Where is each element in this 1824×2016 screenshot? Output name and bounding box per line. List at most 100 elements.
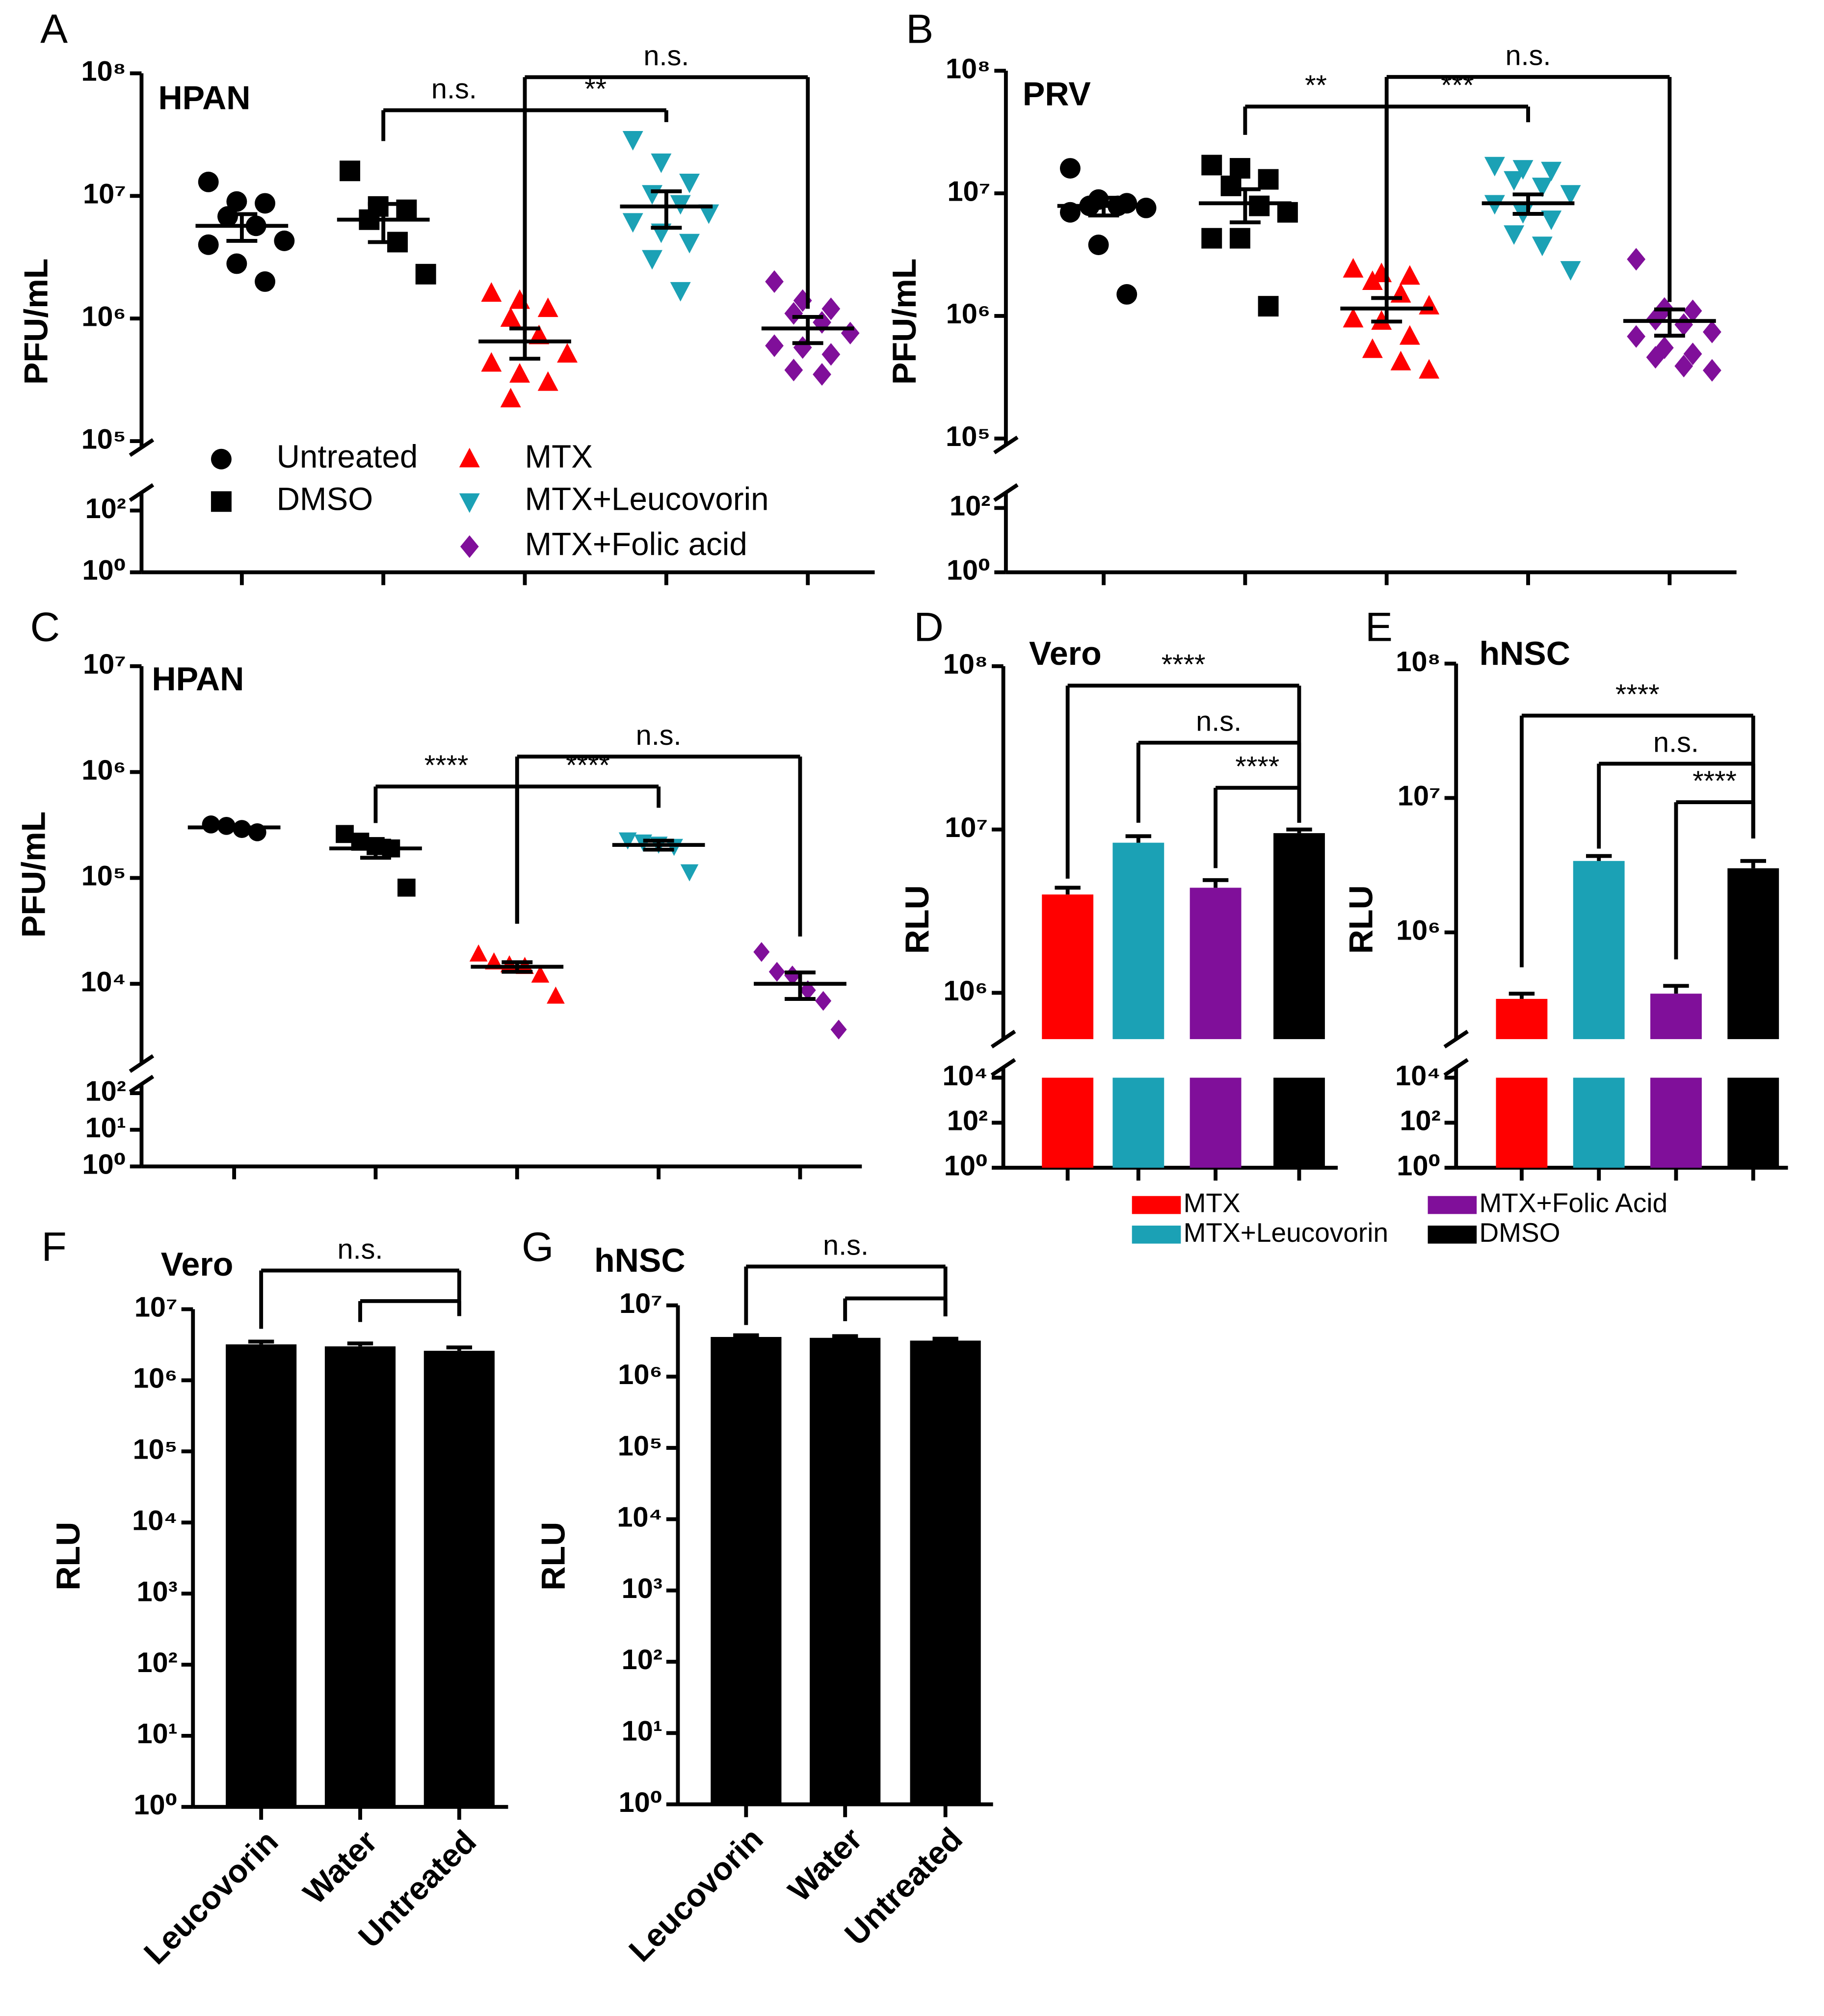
error-bar [1654, 307, 1685, 338]
marker [680, 864, 699, 882]
bar [1573, 861, 1625, 1039]
legend-swatch [1427, 1196, 1477, 1214]
marker [481, 352, 502, 372]
marker [1390, 351, 1411, 370]
marker [198, 171, 219, 192]
axis-break [129, 1074, 155, 1094]
error-bar [509, 326, 540, 361]
y-axis-label: RLU [899, 885, 936, 954]
bar [1573, 1077, 1625, 1168]
marker [1484, 157, 1505, 177]
marker [1258, 296, 1279, 317]
y-axis-label: RLU [50, 1522, 87, 1591]
marker [274, 230, 295, 251]
y-axis-label: RLU [1343, 885, 1380, 954]
marker [226, 253, 247, 274]
marker [1674, 313, 1693, 336]
y-axis-label: PFU/mL [15, 812, 52, 938]
marker [557, 343, 578, 363]
marker [340, 160, 361, 182]
bar [324, 1346, 396, 1807]
error-bar [733, 1333, 759, 1337]
marker [531, 965, 550, 983]
marker [226, 191, 247, 212]
y-tick-label: 10⁶ [81, 301, 126, 332]
panel-letter: E [1365, 604, 1393, 650]
bar [910, 1340, 981, 1805]
marker [698, 204, 719, 224]
marker [211, 491, 232, 512]
legend-swatch [1132, 1196, 1181, 1214]
bar [1273, 833, 1325, 1039]
y-tick-label: 10⁰ [82, 555, 126, 586]
marker [1277, 202, 1298, 223]
marker [622, 131, 643, 151]
x-tick-label: Water [781, 1821, 869, 1909]
y-tick-label: 10⁵ [946, 421, 990, 452]
marker [1229, 228, 1250, 249]
significance-label: **** [1692, 765, 1737, 797]
panel-letter: D [914, 604, 944, 650]
significance-label: n.s. [1653, 727, 1699, 758]
marker [679, 174, 700, 193]
marker [415, 263, 436, 285]
marker [1362, 338, 1383, 358]
marker [537, 297, 558, 317]
error-bar [502, 960, 533, 974]
marker [500, 388, 521, 408]
marker [784, 302, 803, 325]
marker [1674, 355, 1693, 378]
significance-label: *** [1441, 70, 1474, 101]
y-tick-label: 10¹ [85, 1112, 126, 1144]
marker [1646, 346, 1665, 369]
axis-break [129, 483, 155, 502]
significance-label: **** [1615, 679, 1660, 710]
marker [1683, 342, 1702, 366]
significance-label: **** [1235, 751, 1279, 783]
error-bar [1508, 992, 1535, 999]
marker [841, 321, 860, 345]
y-tick-label: 10¹ [622, 1715, 662, 1747]
error-bar [226, 212, 258, 243]
marker [1201, 155, 1222, 176]
y-tick-label: 10³ [136, 1576, 177, 1607]
marker [1362, 270, 1383, 290]
chart-title: hNSC [1479, 635, 1570, 672]
legend-label: MTX+Leucovorin [525, 481, 769, 517]
bar [1727, 1077, 1779, 1168]
significance-label: **** [566, 750, 610, 781]
error-bar [368, 202, 399, 244]
marker [1532, 236, 1553, 257]
significance-label: **** [424, 750, 469, 781]
panel-letter: C [30, 604, 60, 650]
significance-label: n.s. [1506, 40, 1551, 72]
y-tick-label: 10⁵ [81, 861, 126, 892]
bar [226, 1344, 297, 1807]
marker [1541, 161, 1562, 182]
y-tick-label: 10⁶ [618, 1359, 662, 1390]
error-bar [347, 1341, 373, 1347]
y-tick-label: 10⁸ [946, 53, 990, 84]
y-tick-label: 10⁵ [81, 423, 126, 455]
y-tick-label: 10² [136, 1647, 177, 1678]
marker [1220, 175, 1242, 196]
marker [1201, 228, 1222, 249]
panel-letter: B [906, 6, 933, 52]
marker [396, 199, 417, 220]
y-tick-label: 10⁴ [80, 966, 126, 997]
y-tick-label: 10⁰ [619, 1787, 662, 1818]
y-tick-label: 10⁴ [1395, 1060, 1441, 1092]
legend-label: MTX [525, 439, 593, 474]
axis-break [990, 1029, 1016, 1048]
marker [1504, 225, 1525, 245]
marker [255, 271, 276, 292]
panel-letter: F [42, 1224, 67, 1270]
y-tick-label: 10⁶ [946, 298, 991, 330]
bar [1496, 998, 1548, 1039]
marker [529, 324, 550, 344]
legend-swatch [1427, 1226, 1477, 1244]
error-bar [651, 189, 682, 230]
y-axis-label: PFU/mL [886, 259, 923, 385]
